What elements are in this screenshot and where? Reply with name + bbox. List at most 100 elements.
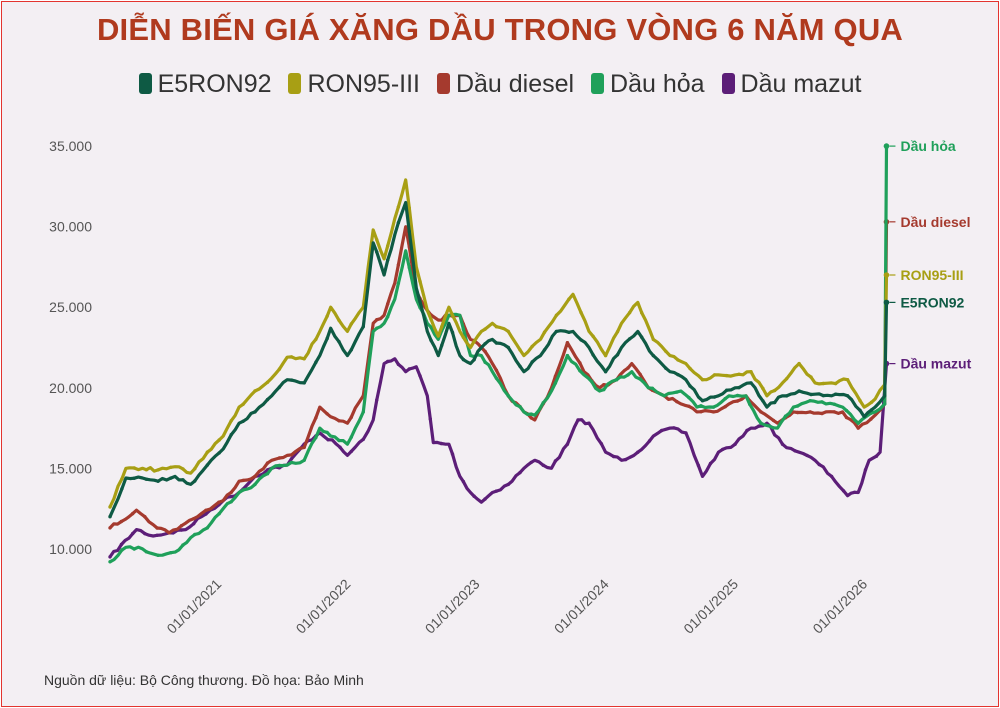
data-point [660,428,664,433]
data-point [325,412,329,416]
data-point [253,410,257,414]
data-point [711,410,716,414]
end-label: Dầu mazut [900,356,971,372]
data-point [773,400,777,405]
data-point [723,405,727,409]
data-point [541,463,545,467]
data-point [156,553,160,557]
data-point [735,399,740,403]
data-point [375,398,379,402]
x-tick-label: 01/01/2021 [163,576,224,637]
data-point [783,414,788,418]
data-point [623,457,628,462]
data-point [845,394,850,398]
data-point [615,353,620,357]
data-point [844,415,849,420]
data-point [229,433,233,437]
data-point [518,348,522,352]
data-point [181,467,185,471]
data-point [277,367,282,371]
data-point [314,360,318,364]
data-point [229,494,233,499]
data-point [757,424,761,428]
x-tick-label: 01/01/2025 [680,576,741,637]
data-point [337,419,341,423]
data-point [428,417,432,421]
end-point [883,299,890,306]
data-point [858,398,862,403]
data-point [590,380,594,384]
data-point [167,531,171,535]
data-point [108,515,112,519]
end-label: Dầu diesel [900,214,970,230]
data-point [761,386,765,391]
data-point [156,479,160,483]
data-point [361,410,365,414]
data-point [386,244,390,248]
data-point [407,265,411,270]
data-point [518,364,522,368]
data-point [567,330,571,334]
data-point [439,441,443,446]
data-point [108,560,112,564]
data-point [241,488,245,492]
data-point [749,370,753,374]
data-point [883,394,887,398]
data-point [289,355,294,359]
data-point [349,415,353,419]
data-point [856,426,860,430]
data-point [579,310,583,315]
data-point [386,302,390,306]
data-point [429,325,433,329]
data-point [155,526,159,530]
data-point [699,410,703,414]
data-point [780,442,785,446]
data-point [565,353,570,358]
data-point [664,349,668,353]
data-point [672,426,676,430]
data-point [820,400,824,404]
data-point [407,367,411,371]
data-point [396,221,401,225]
data-point [229,490,233,495]
data-point [869,408,874,412]
data-point [396,362,401,367]
data-point [193,479,197,483]
data-point [797,389,801,393]
legend-label: E5RON92 [157,70,272,98]
data-point [636,450,640,454]
data-point [795,410,800,415]
data-point [314,435,318,440]
data-point [143,515,147,519]
data-point [759,421,763,425]
data-point [745,428,749,433]
data-point [553,459,558,463]
y-tick-label: 20.000 [49,380,92,396]
data-point [530,344,534,349]
data-point [640,311,644,315]
end-point [883,272,890,278]
data-point [204,508,208,512]
data-point [733,442,737,446]
data-point [841,489,846,493]
series-line-0 [108,200,889,518]
data-point [611,454,616,459]
data-point [688,366,692,371]
data-point [241,419,245,423]
data-point [483,497,487,501]
data-point [553,381,558,385]
data-point [229,419,233,423]
series-line-2 [108,221,889,535]
y-tick-label: 35.000 [49,138,92,154]
data-point [204,512,208,516]
data-point [418,374,422,378]
data-point [591,353,595,357]
data-point [229,500,233,504]
data-point [179,524,184,528]
data-point [143,531,147,536]
data-point [576,418,580,422]
data-point [132,547,136,551]
data-point [529,416,533,420]
data-point [120,477,124,481]
data-point [808,410,812,414]
